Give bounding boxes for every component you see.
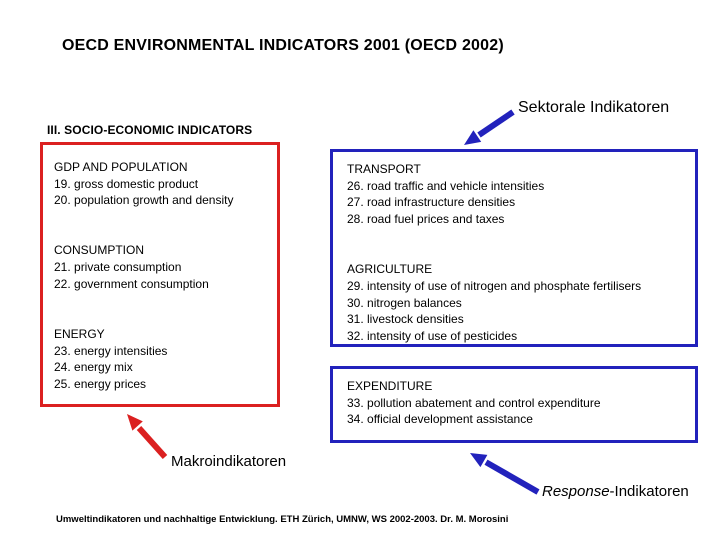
box-line: 30. nitrogen balances	[347, 295, 462, 310]
box-line	[54, 293, 277, 310]
slide-title: OECD ENVIRONMENTAL INDICATORS 2001 (OECD…	[62, 37, 504, 54]
box-line: 27. road infrastructure densities	[347, 195, 516, 210]
sektorale-arrow-icon	[464, 109, 515, 145]
expenditure-box: EXPENDITURE 33. pollution abatement and c…	[330, 366, 698, 443]
box-line: 24. energy mix	[54, 360, 133, 375]
socio-economic-box: GDP AND POPULATION 19. gross domestic pro…	[40, 142, 280, 407]
makroindikatoren-label: Makroindikatoren	[171, 453, 287, 470]
box-line	[54, 226, 277, 243]
box-line: 21. private consumption	[54, 260, 182, 275]
box-line: 20. population growth and density	[54, 193, 234, 208]
box-line: AGRICULTURE	[347, 262, 433, 277]
response-arrow-icon	[470, 453, 540, 495]
response-label-rest-part: -Indikatoren	[609, 483, 689, 500]
box-line: GDP AND POPULATION	[54, 160, 188, 174]
box-line: EXPENDITURE	[347, 379, 433, 393]
box-line: 33. pollution abatement and control expe…	[347, 395, 601, 410]
box-line: TRANSPORT	[347, 162, 421, 176]
footer-credit: Umweltindikatoren und nachhaltige Entwic…	[56, 514, 509, 525]
box-line: 23. energy intensities	[54, 343, 168, 358]
box-line	[54, 309, 277, 326]
box-line	[54, 209, 277, 226]
box-line: 26. road traffic and vehicle intensities	[347, 178, 545, 193]
box-line: 19. gross domestic product	[54, 176, 199, 191]
box-line: 31. livestock densities	[347, 312, 464, 327]
box-line: 22. government consumption	[54, 276, 209, 291]
box-line: CONSUMPTION	[54, 243, 144, 258]
box-line: ENERGY	[54, 326, 105, 341]
sectoral-indicators-box: TRANSPORT 26. road traffic and vehicle in…	[330, 149, 698, 347]
response-indikatoren-label: Response-Indikatoren	[542, 483, 689, 500]
section-heading: III. SOCIO-ECONOMIC INDICATORS	[47, 123, 253, 137]
box-line: 28. road fuel prices and taxes	[347, 212, 505, 227]
makro-arrow-icon	[127, 414, 168, 460]
box-line: 34. official development assistance	[347, 412, 533, 427]
box-line: 25. energy prices	[54, 376, 147, 391]
sektorale-indikatoren-label: Sektorale Indikatoren	[518, 99, 670, 116]
box-line: 29. intensity of use of nitrogen and pho…	[347, 278, 642, 293]
box-line: 32. intensity of use of pesticides	[347, 328, 518, 343]
box-line	[347, 228, 695, 245]
box-line	[347, 244, 695, 261]
response-label-italic-part: Response	[542, 483, 610, 500]
